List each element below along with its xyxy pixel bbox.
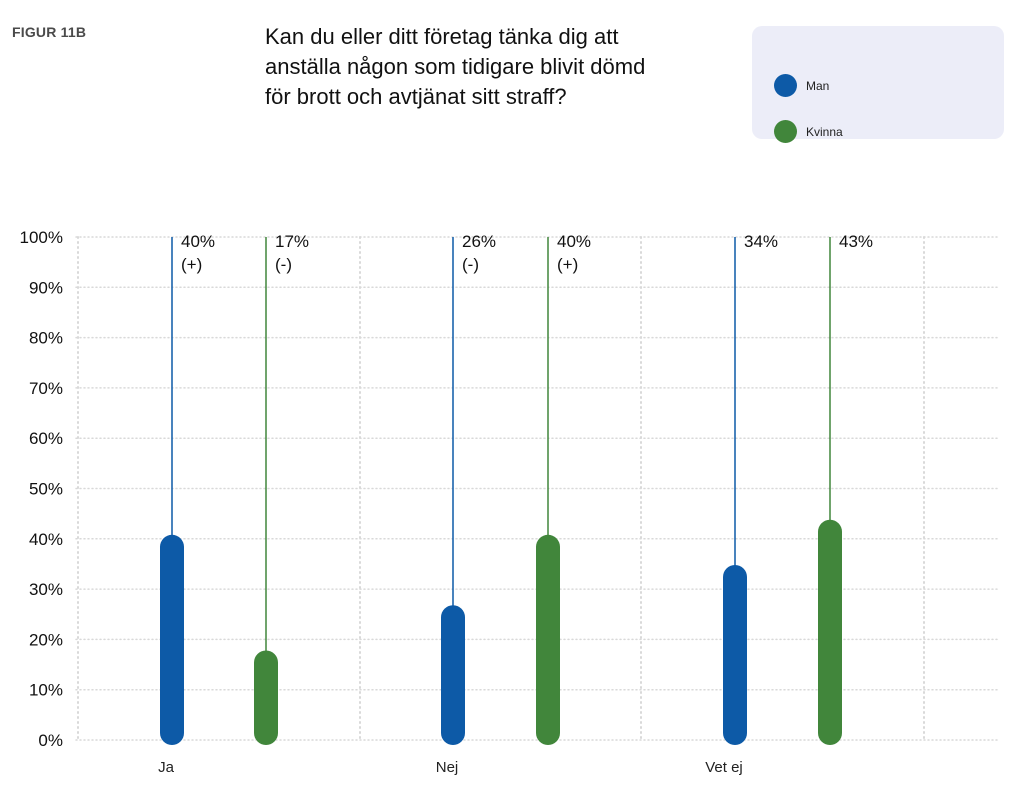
significance-label: (+)	[557, 255, 578, 274]
y-tick-label: 20%	[29, 630, 63, 649]
y-tick-label: 0%	[38, 731, 63, 750]
data-label: 26%	[462, 232, 496, 251]
y-tick-label: 40%	[29, 530, 63, 549]
y-tick-label: 70%	[29, 379, 63, 398]
y-tick-label: 100%	[20, 228, 63, 247]
y-tick-label: 90%	[29, 278, 63, 297]
y-tick-label: 30%	[29, 580, 63, 599]
bar	[723, 564, 747, 745]
chart-title: Kan du eller ditt företag tänka dig att …	[265, 22, 705, 112]
x-tick-label: Nej	[436, 759, 459, 776]
bar	[536, 534, 560, 745]
significance-label: (-)	[462, 255, 479, 274]
bar	[254, 650, 278, 745]
legend-item-man: Man	[774, 74, 829, 97]
legend-swatch-man	[774, 74, 797, 97]
bar	[818, 519, 842, 745]
title-line-2: anställa någon som tidigare blivit dömd	[265, 54, 646, 79]
data-label: 34%	[744, 232, 778, 251]
bar	[160, 534, 184, 745]
y-tick-label: 60%	[29, 429, 63, 448]
significance-label: (+)	[181, 255, 202, 274]
data-label: 40%	[557, 232, 591, 251]
y-tick-label: 80%	[29, 329, 63, 348]
figure-label: FIGUR 11B	[12, 24, 87, 40]
bar	[441, 605, 465, 745]
legend-swatch-kvinna	[774, 120, 797, 143]
legend-item-kvinna: Kvinna	[774, 120, 843, 143]
legend-label-man: Man	[806, 78, 830, 93]
significance-label: (-)	[275, 255, 292, 274]
data-label: 43%	[839, 232, 873, 251]
title-line-3: för brott och avtjänat sitt straff?	[265, 84, 567, 109]
x-tick-label: Ja	[158, 759, 175, 776]
legend-label-kvinna: Kvinna	[806, 124, 843, 139]
x-tick-label: Vet ej	[705, 759, 743, 776]
data-label: 17%	[275, 232, 309, 251]
y-tick-label: 50%	[29, 480, 63, 499]
title-line-1: Kan du eller ditt företag tänka dig att	[265, 24, 619, 49]
data-label: 40%	[181, 232, 215, 251]
y-tick-label: 10%	[29, 681, 63, 700]
legend: Man Kvinna	[752, 26, 1004, 143]
